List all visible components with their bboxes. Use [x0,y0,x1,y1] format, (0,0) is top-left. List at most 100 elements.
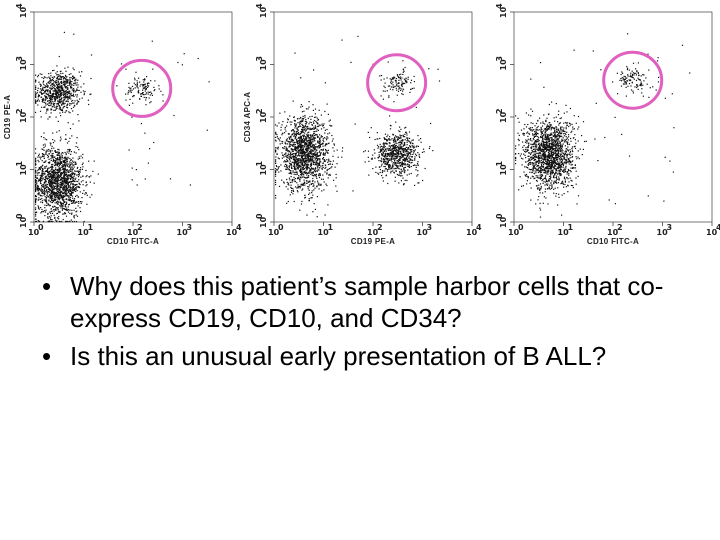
event-dot [62,90,64,92]
event-dot [48,81,50,83]
event-dot [69,90,71,92]
event-dot [401,139,403,141]
event-dot [142,79,144,81]
event-dot [319,184,321,186]
event-dot [46,83,48,85]
event-dot [37,172,39,174]
event-dot [299,178,301,180]
event-dot [46,192,48,194]
event-dot [308,167,310,169]
event-dot [303,128,306,130]
event-dot [76,186,78,188]
event-dot [312,157,314,159]
event-dot [310,164,312,166]
event-dot [42,155,44,157]
event-dot [41,185,43,187]
event-dot [59,210,61,213]
event-dot [295,156,297,158]
event-dot [323,160,325,162]
event-dot [307,163,309,165]
event-dot [52,174,54,176]
event-dot [317,182,319,184]
event-dot [59,108,61,110]
event-dot [50,175,52,177]
event-dot [69,209,71,211]
event-dot [57,157,59,159]
event-dot [294,147,296,149]
event-dot [59,95,61,97]
event-dot [75,184,77,186]
event-dot [72,185,74,188]
event-dot [396,156,398,158]
event-dot [64,90,66,93]
event-dot [295,167,297,170]
event-dot [325,183,327,185]
event-dot [63,179,65,181]
event-dot [527,155,529,157]
event-dot [291,178,293,181]
event-dot [319,146,321,148]
event-dot [61,88,63,90]
event-dot [63,91,65,94]
event-dot [308,144,310,146]
event-dot [35,180,37,182]
event-dot [38,197,40,199]
event-dot [75,161,77,163]
event-dot [572,166,574,169]
event-dot [71,195,74,197]
event-dot [65,134,67,136]
event-dot [391,151,393,153]
event-dot [63,31,65,33]
event-dot [60,161,62,163]
event-dot [66,183,68,185]
event-dot [311,156,313,159]
event-dot [285,130,287,132]
event-dot [73,104,76,106]
event-dot [59,201,62,203]
event-dot [417,145,419,147]
event-dot [312,104,314,106]
event-dot [55,169,57,171]
event-dot [41,208,43,211]
event-dot [299,145,301,147]
event-dot [308,180,310,182]
event-dot [308,143,310,145]
event-dot [45,197,47,199]
event-dot [66,110,68,112]
event-dot [41,195,43,197]
event-dot [379,143,381,145]
event-dot [47,100,49,102]
event-dot [58,101,60,103]
event-dot [44,95,46,97]
event-dot [301,111,303,113]
event-dot [62,84,64,86]
event-dot [300,176,302,178]
event-dot [295,160,297,162]
event-dot [72,168,74,170]
event-dot [314,163,317,165]
event-dot [77,84,79,86]
event-dot [35,101,37,103]
event-dot [307,132,309,134]
event-dot [288,184,290,186]
event-dot [64,205,66,208]
event-dot [74,163,76,165]
event-dot [37,193,39,195]
event-dot [59,96,61,99]
event-dot [136,83,138,85]
event-dot [394,147,396,149]
event-dot [45,104,47,106]
event-dot [59,159,61,161]
event-dot [420,138,422,140]
event-dot [408,152,410,154]
event-dot [537,129,539,131]
event-dot [403,159,405,161]
event-dot [321,136,323,138]
event-dot [379,151,381,153]
event-dot [40,93,43,95]
event-dot [285,149,287,151]
event-dot [293,161,295,163]
event-dot [294,138,296,140]
event-dot [35,81,37,83]
event-dot [59,86,61,88]
